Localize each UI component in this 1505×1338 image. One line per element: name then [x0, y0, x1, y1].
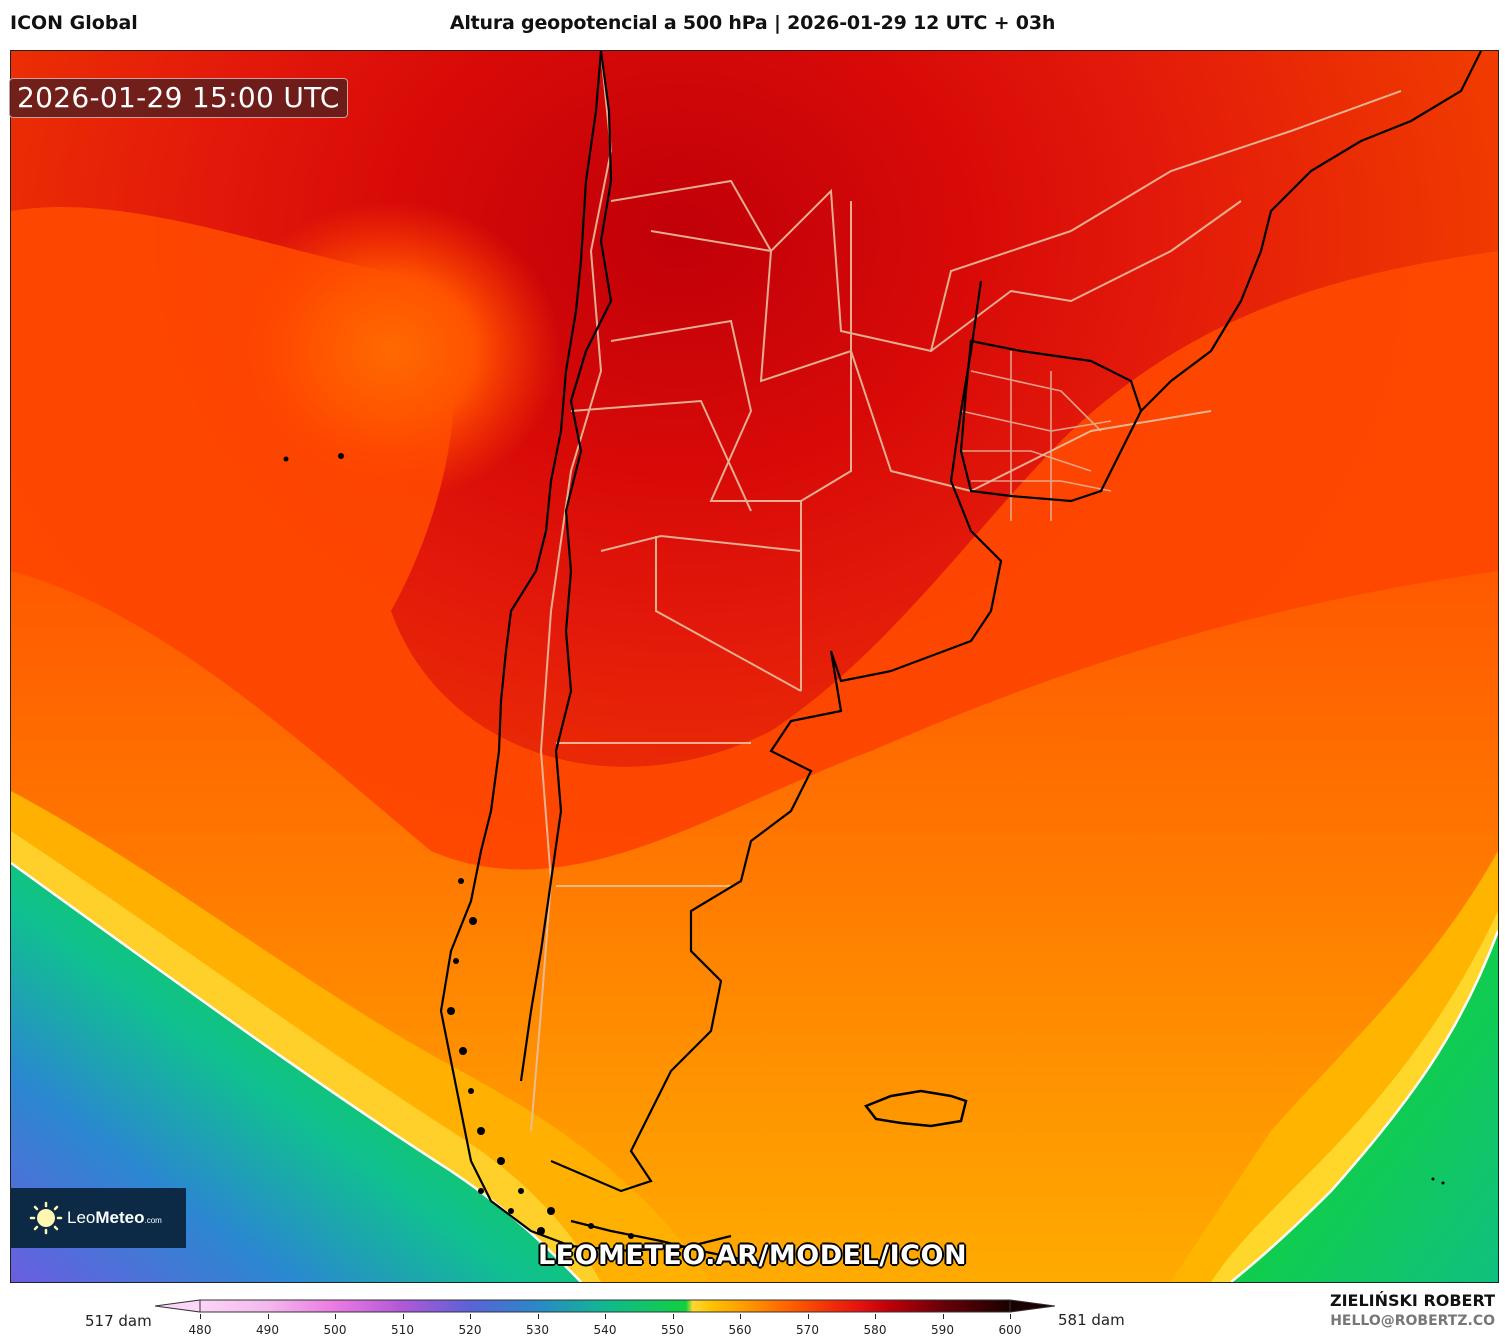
colorbar-tick-label: 530 [526, 1323, 549, 1337]
colorbar-tick [942, 1314, 944, 1319]
colorbar-tick [470, 1314, 471, 1319]
colorbar-tick-label: 500 [323, 1323, 347, 1337]
colorbar-tick-label: 570 [796, 1323, 819, 1337]
colorbar-tick [402, 1314, 404, 1319]
colorbar-tick [1010, 1314, 1011, 1319]
colorbar-tick [335, 1314, 336, 1319]
colorbar-tick [807, 1314, 809, 1319]
colorbar-tick-label: 600 [998, 1323, 1022, 1337]
colorbar-tick-label: 590 [931, 1323, 954, 1337]
model-name: ICON Global [10, 12, 138, 34]
colorbar-tick [605, 1314, 606, 1319]
colorbar-tick [740, 1314, 741, 1319]
colorbar-tick [200, 1314, 201, 1319]
logo-leo: Leo [67, 1208, 96, 1227]
colorbar-min-label: 517 dam [85, 1312, 152, 1330]
colorbar-tick [672, 1314, 674, 1319]
colorbar-tick [267, 1314, 269, 1319]
colorbar-tick-label: 550 [661, 1323, 684, 1337]
author-email[interactable]: HELLO@ROBERTZ.CO [1330, 1313, 1495, 1329]
logo-com: .com [144, 1216, 162, 1225]
site-watermark: LEOMETEO.AR/MODEL/ICON [537, 1240, 968, 1271]
geopotential-field [11, 51, 1498, 1282]
colorbar-tick-label: 490 [256, 1323, 279, 1337]
chart-title: Altura geopotencial a 500 hPa | 2026-01-… [449, 12, 1056, 34]
colorbar-tick-label: 480 [188, 1323, 212, 1337]
author-name: ZIELIŃSKI ROBERT [1329, 1291, 1495, 1310]
logo-meteo: Meteo [95, 1208, 145, 1227]
sun-icon [29, 1201, 63, 1235]
colorbar-tick [537, 1314, 539, 1319]
logo-wordmark: LeoMeteo.com [67, 1208, 162, 1228]
map-panel[interactable] [10, 50, 1499, 1283]
colorbar-tick-label: 520 [458, 1323, 482, 1337]
colorbar-tick-label: 510 [391, 1323, 414, 1337]
colorbar [155, 1299, 1055, 1313]
colorbar-tick-label: 560 [728, 1323, 752, 1337]
colorbar-tick-label: 580 [863, 1323, 887, 1337]
valid-time-badge: 2026-01-29 15:00 UTC [9, 78, 348, 118]
colorbar-ticks: 480 490 500 510 520 530 540 550 560 570 580 590 600 [0, 1314, 1505, 1338]
leometeo-logo[interactable]: LeoMeteo.com [11, 1188, 186, 1248]
colorbar-tick [875, 1314, 876, 1319]
colorbar-max-label: 581 dam [1058, 1311, 1125, 1329]
colorbar-tick-label: 540 [593, 1323, 617, 1337]
